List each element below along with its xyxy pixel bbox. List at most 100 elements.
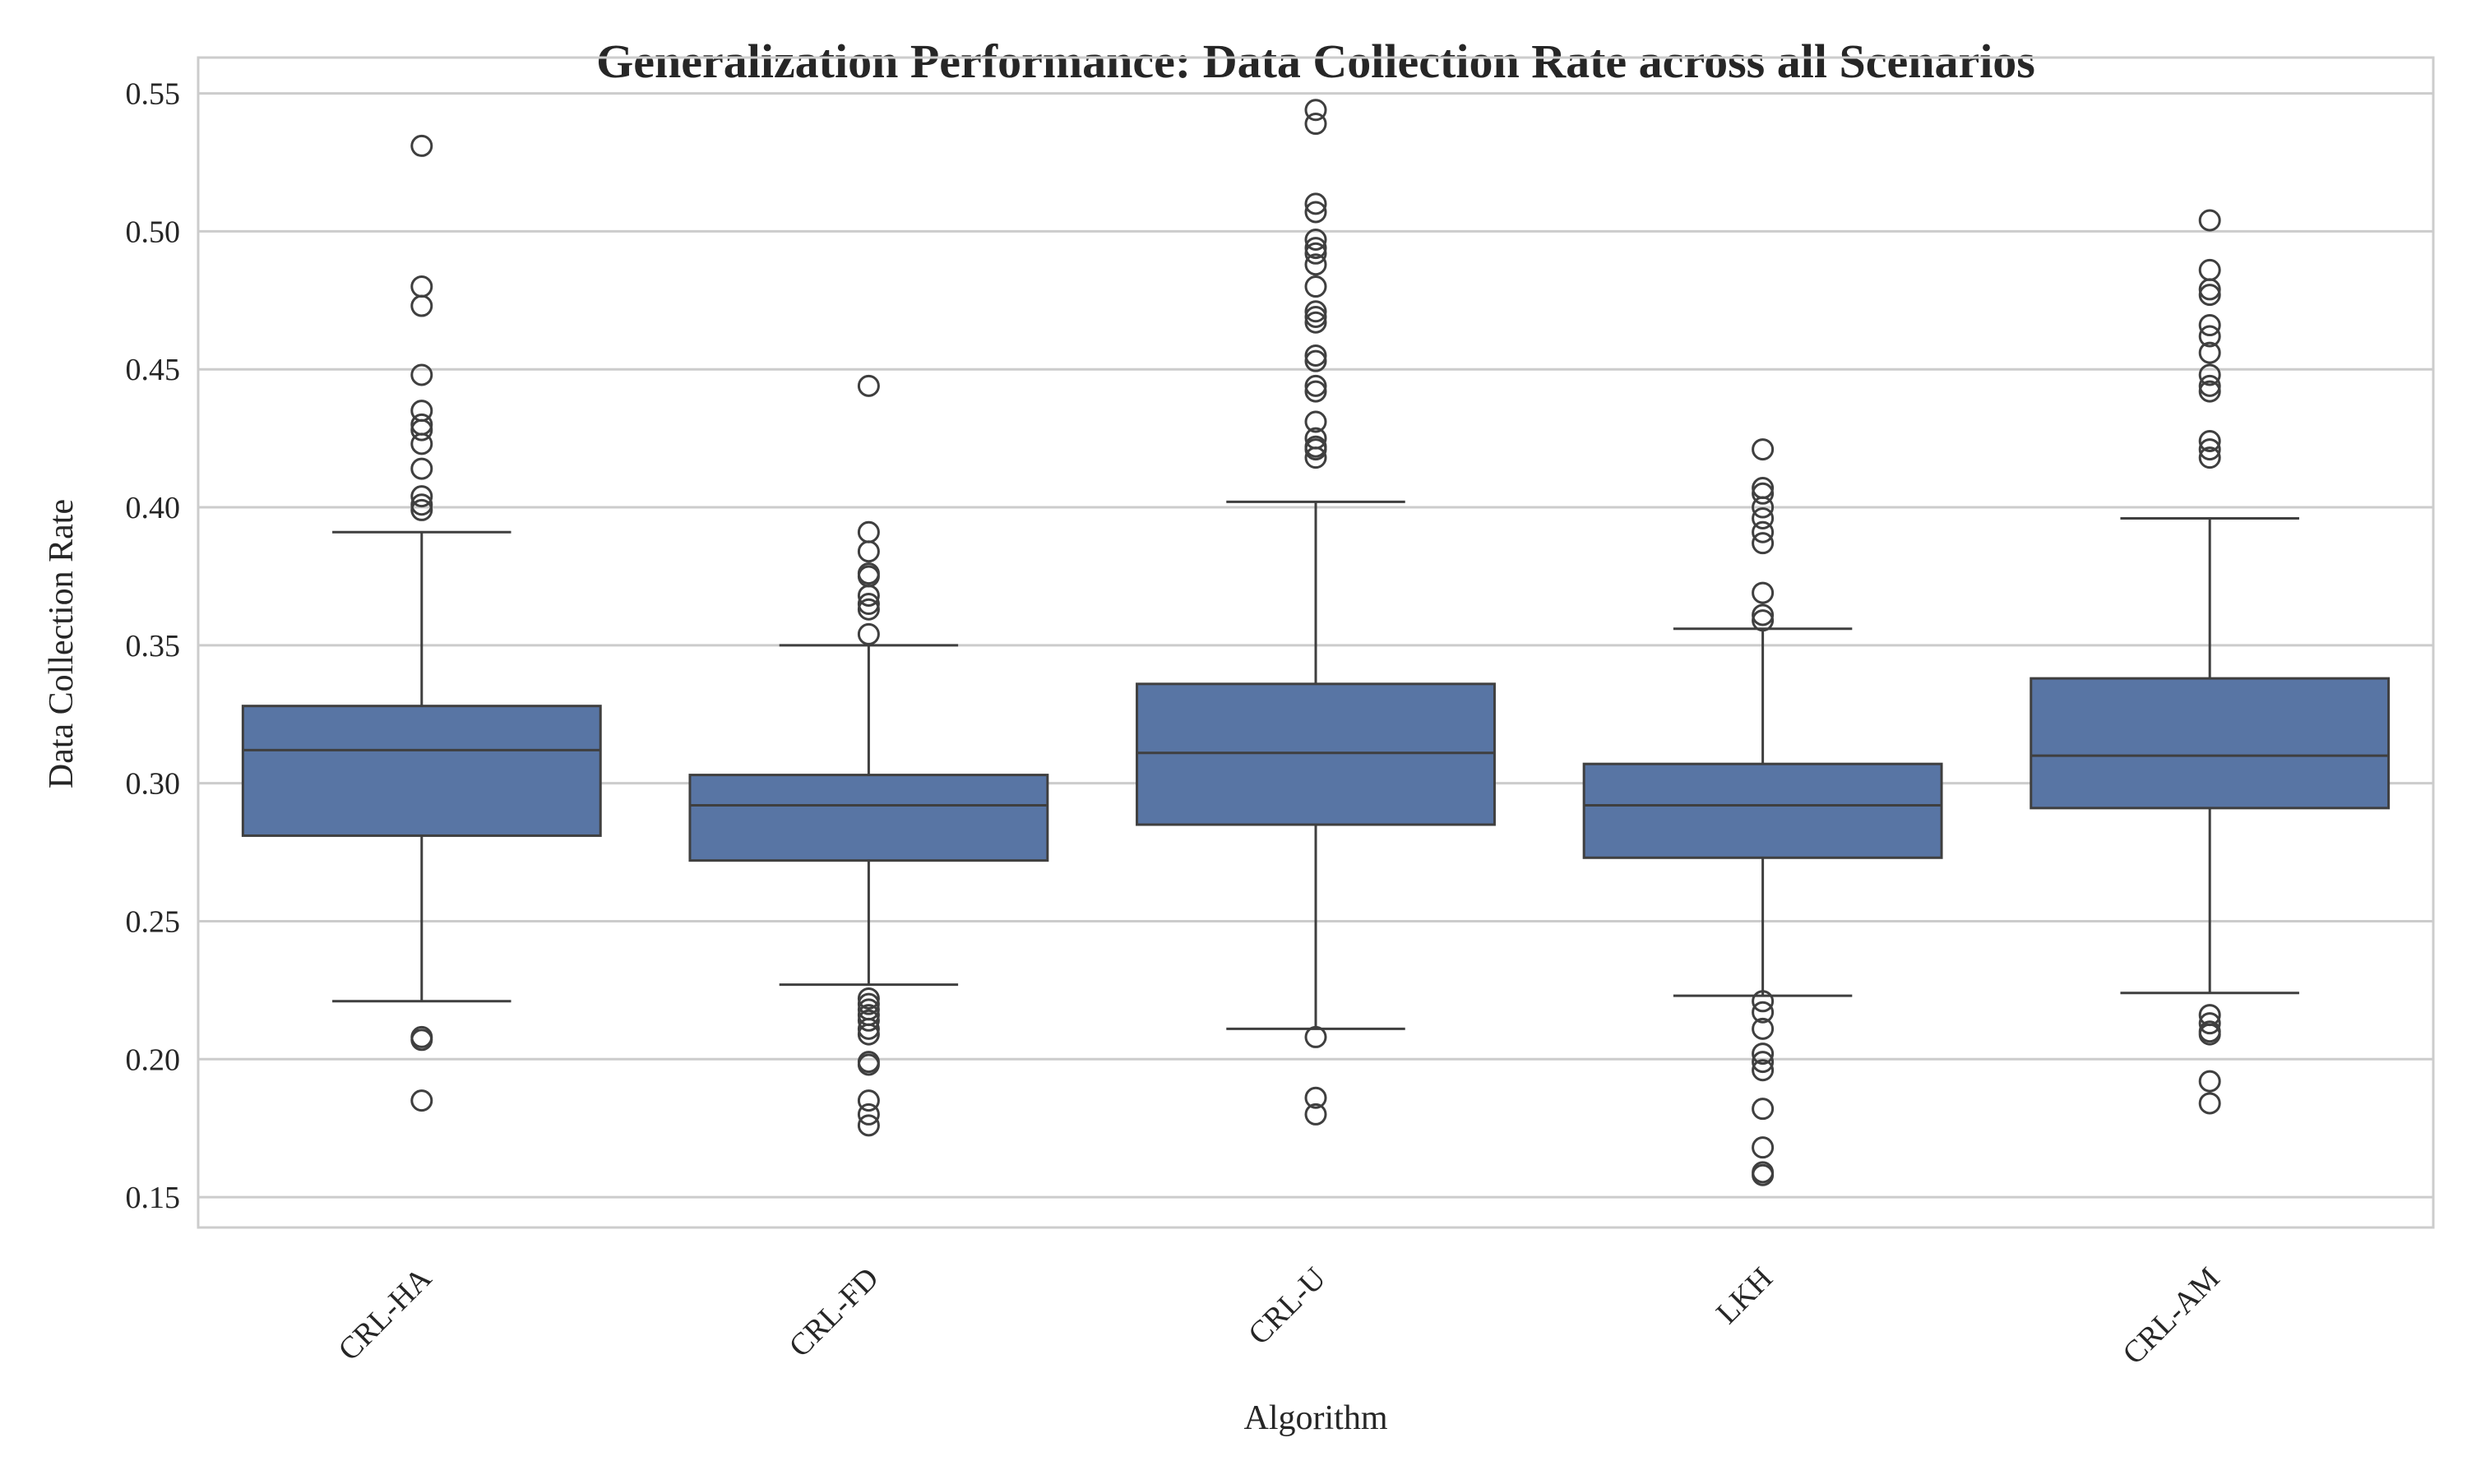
outlier-point (410, 1029, 433, 1052)
y-tick-label: 0.35 (126, 629, 181, 663)
outlier-point (2198, 1023, 2221, 1046)
outlier-point (1752, 990, 1775, 1013)
iqr-box (2030, 677, 2391, 810)
x-tick-label: CRL-HA (331, 1260, 438, 1367)
outlier-point (1752, 438, 1775, 461)
outlier-point (1304, 242, 1327, 265)
outlier-point (2198, 1070, 2221, 1093)
outlier-point (2198, 380, 2221, 403)
outlier-point (857, 622, 880, 645)
outlier-point (1304, 349, 1327, 372)
outlier-point (857, 540, 880, 563)
outlier-points (410, 99, 2221, 1186)
outlier-point (857, 520, 880, 543)
outlier-point (2198, 374, 2221, 397)
iqr-box (1582, 762, 1943, 859)
outlier-point (1752, 1042, 1775, 1066)
outlier-point (1752, 1059, 1775, 1082)
iqr-box (1136, 682, 1496, 826)
outlier-point (1304, 380, 1327, 403)
outlier-point (2198, 1092, 2221, 1115)
outlier-point (2198, 438, 2221, 461)
outlier-point (2198, 430, 2221, 453)
outlier-point (1752, 506, 1775, 529)
outlier-point (2198, 284, 2221, 307)
outlier-point (857, 1114, 880, 1137)
outlier-point (1752, 1017, 1775, 1040)
outlier-point (1304, 237, 1327, 260)
outlier-point (1304, 374, 1327, 397)
outlier-point (1304, 305, 1327, 328)
outlier-point (1304, 438, 1327, 461)
y-tick-label: 0.50 (126, 215, 181, 249)
y-tick-label: 0.30 (126, 767, 181, 802)
box-group-crl-fd (688, 644, 1049, 987)
outlier-point (410, 363, 433, 386)
outlier-point (1304, 344, 1327, 367)
outlier-point (2198, 325, 2221, 348)
outlier-point (1752, 520, 1775, 543)
outlier-point (410, 1089, 433, 1112)
outlier-point (1304, 446, 1327, 469)
box-series (241, 500, 2391, 1030)
y-tick-label: 0.45 (126, 353, 181, 387)
outlier-point (2198, 341, 2221, 364)
outlier-point (1752, 603, 1775, 626)
outlier-point (410, 485, 433, 508)
outlier-point (1304, 229, 1327, 252)
y-tick-label: 0.20 (126, 1042, 181, 1077)
outlier-point (1752, 1163, 1775, 1186)
outlier-point (2198, 258, 2221, 281)
outlier-point (1304, 1103, 1327, 1126)
outlier-point (1752, 1136, 1775, 1159)
y-tick-labels: 0.15 0.20 0.25 0.30 0.35 0.40 0.45 0.50 0.55 (126, 77, 181, 1215)
outlier-point (857, 598, 880, 621)
outlier-point (410, 498, 433, 521)
outlier-point (857, 1009, 880, 1032)
x-tick-label: CRL-AM (2116, 1261, 2226, 1371)
y-tick-label: 0.55 (126, 77, 181, 112)
y-tick-label: 0.25 (126, 904, 181, 939)
outlier-point (410, 275, 433, 298)
iqr-box (241, 705, 602, 837)
y-tick-label: 0.15 (126, 1181, 181, 1215)
outlier-point (1752, 482, 1775, 505)
outlier-point (410, 493, 433, 516)
outlier-point (1304, 253, 1327, 276)
outlier-point (1752, 581, 1775, 604)
outlier-point (1752, 496, 1775, 519)
x-axis-label: Algorithm (1244, 1399, 1388, 1437)
outlier-point (1304, 99, 1327, 122)
outlier-point (857, 1017, 880, 1040)
outlier-point (1304, 192, 1327, 215)
outlier-point (1752, 532, 1775, 555)
outlier-point (1304, 300, 1327, 323)
box-group-crl-ha (241, 530, 602, 1003)
y-tick-label: 0.40 (126, 491, 181, 525)
outlier-point (1304, 1025, 1327, 1048)
outlier-point (2198, 278, 2221, 301)
outlier-point (2198, 1012, 2221, 1035)
y-axis-label: Data Collection Rate (43, 499, 81, 788)
x-tick-labels: CRL-HA CRL-FD CRL-U LKH CRL-AM (331, 1260, 2226, 1371)
plot-frame (197, 56, 2435, 1229)
outlier-point (1304, 311, 1327, 334)
outlier-point (1752, 1098, 1775, 1121)
outlier-point (2198, 209, 2221, 232)
outlier-point (857, 992, 880, 1015)
outlier-point (1304, 113, 1327, 136)
outlier-point (410, 432, 433, 455)
outlier-point (2198, 314, 2221, 337)
outlier-point (1304, 201, 1327, 224)
chart-title: Generalization Performance: Data Collect… (596, 35, 2035, 88)
x-tick-label: CRL-FD (783, 1261, 886, 1364)
outlier-point (410, 457, 433, 480)
outlier-point (857, 987, 880, 1010)
outlier-point (2198, 363, 2221, 386)
outlier-point (2198, 446, 2221, 469)
outlier-point (857, 584, 880, 607)
outlier-point (857, 593, 880, 616)
outlier-point (1752, 1001, 1775, 1024)
